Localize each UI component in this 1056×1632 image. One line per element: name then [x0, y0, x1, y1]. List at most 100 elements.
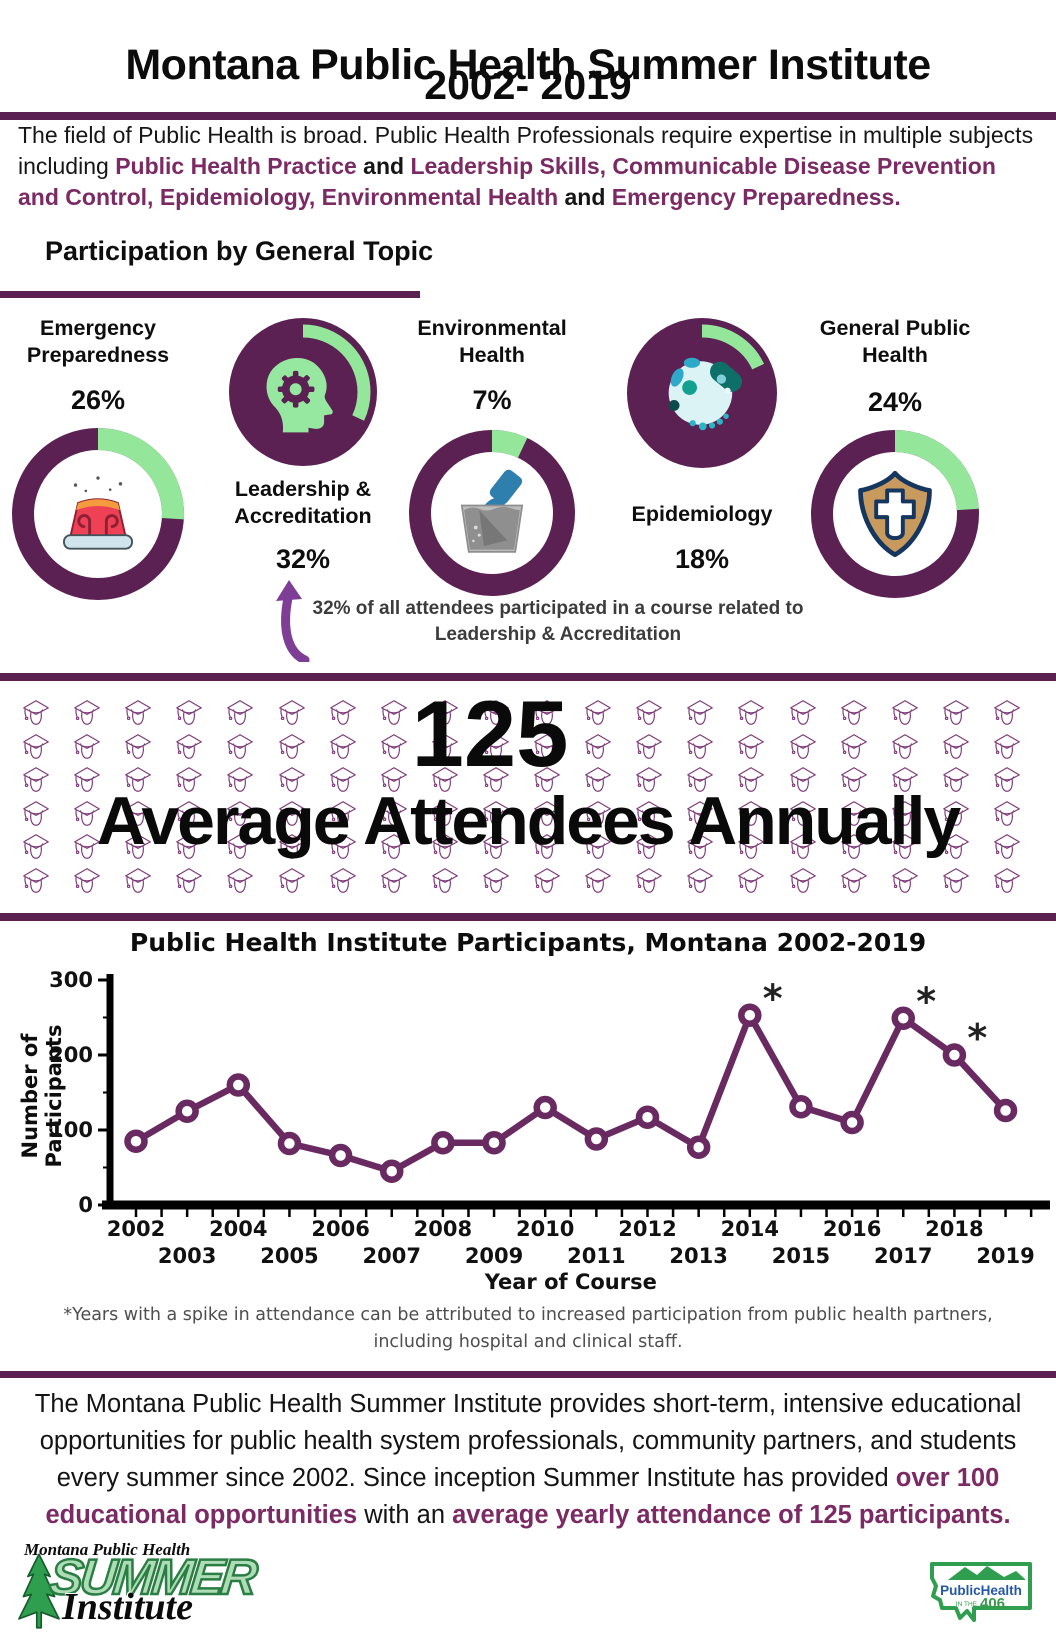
leadership-callout-note: 32% of all attendees participated in a c…	[312, 598, 804, 645]
graduation-cap-icon	[23, 868, 49, 893]
text-segment: Public Health Practice	[115, 153, 357, 179]
average-attendees-banner: 125 Average Attendees Annually	[0, 681, 1056, 913]
graduation-cap-icon	[329, 868, 356, 893]
svg-text:2009: 2009	[465, 1244, 523, 1268]
logo-text-institute: Institute	[62, 1586, 193, 1628]
topics-section-heading: Participation by General Topic	[45, 236, 434, 266]
text-segment: with an	[357, 1501, 453, 1529]
graduation-cap-icon	[585, 868, 611, 893]
topic-percentage: 18%	[674, 544, 730, 574]
average-attendees-number: 125	[411, 681, 569, 786]
hand-water-icon	[460, 466, 526, 553]
topic-percentage: 7%	[472, 385, 512, 415]
svg-text:2012: 2012	[618, 1217, 676, 1241]
summer-institute-logo: Montana Public Health SUMMER Institute	[14, 1540, 344, 1632]
topic-percentage: 26%	[70, 385, 126, 415]
graduation-cap-icon	[534, 868, 560, 893]
graduation-cap-icon	[74, 868, 100, 893]
siren-icon	[62, 474, 134, 551]
graduation-cap-icon	[891, 868, 918, 893]
graduation-cap-icon	[994, 700, 1020, 725]
public-health-406-logo: PublicHealth IN THE 406	[930, 1562, 1032, 1622]
svg-text:2018: 2018	[925, 1217, 983, 1241]
chart-footnote: *Years with a spike in attendance can be…	[63, 1305, 993, 1352]
graduation-cap-icon	[942, 868, 969, 893]
graduation-cap-icon	[994, 868, 1020, 893]
text-segment: and	[356, 153, 411, 179]
chart-title: Public Health Institute Participants, Mo…	[129, 928, 927, 957]
svg-text:2002: 2002	[107, 1217, 165, 1241]
text-segment: The Montana Public Health Summer Institu…	[34, 1390, 1022, 1492]
svg-text:*: *	[967, 1016, 987, 1060]
donut-chart-leadership-accreditation	[229, 318, 377, 466]
svg-text:2003: 2003	[158, 1244, 216, 1268]
section-divider	[0, 913, 1056, 921]
graduation-cap-icon	[483, 868, 509, 893]
topic-general-public-health: General Public Health 24%	[800, 315, 990, 605]
text-segment: and	[558, 184, 612, 210]
svg-text:2019: 2019	[976, 1244, 1034, 1268]
page-subtitle: 2002- 2019	[424, 62, 632, 108]
topic-emergency-preparedness: Emergency Preparedness 26%	[8, 315, 188, 605]
heading-underline	[0, 291, 420, 298]
graduation-cap-icon	[176, 868, 203, 893]
svg-text:2014: 2014	[721, 1217, 779, 1241]
donut-chart-emergency-preparedness	[12, 428, 184, 600]
graduation-cap-icon	[789, 868, 816, 893]
topic-label: Leadership & Accreditation	[234, 477, 372, 528]
topic-percentage: 32%	[275, 544, 331, 574]
section-divider	[0, 112, 1056, 120]
topic-label: Environmental Health	[417, 316, 567, 367]
logo-text-montana-public-health: Montana Public Health	[24, 1540, 191, 1559]
logo-text-406: 406	[980, 1595, 1005, 1612]
shield-cross-icon	[861, 473, 930, 555]
section-divider	[0, 1371, 1056, 1378]
svg-text:2010: 2010	[516, 1217, 574, 1241]
graduation-cap-icon	[380, 868, 407, 893]
logo-text-publichealth: PublicHealth	[940, 1583, 1022, 1598]
svg-text:2007: 2007	[363, 1244, 421, 1268]
text-segment: Leadership Skills, Communicable Disease …	[18, 153, 996, 210]
topic-label: Epidemiology	[631, 502, 773, 526]
svg-text:2006: 2006	[311, 1217, 369, 1241]
donut-chart-general-public-health	[811, 430, 979, 598]
topic-environmental-health: Environmental Health 7%	[402, 315, 582, 605]
text-segment: average yearly attendance of 125 partici…	[452, 1501, 1011, 1529]
svg-text:100: 100	[49, 1118, 93, 1142]
section-divider	[0, 673, 1056, 681]
summary-paragraph: The Montana Public Health Summer Institu…	[14, 1386, 1042, 1534]
svg-text:2013: 2013	[669, 1244, 727, 1268]
svg-text:2005: 2005	[260, 1244, 318, 1268]
topic-leadership-accreditation: Leadership & Accreditation 32%	[218, 318, 388, 588]
topic-label: General Public Health	[819, 316, 971, 367]
topic-epidemiology: Epidemiology 18%	[622, 318, 782, 588]
curved-arrow-up-icon	[276, 580, 310, 662]
svg-text:2008: 2008	[414, 1217, 472, 1241]
svg-text:*: *	[916, 979, 936, 1023]
svg-text:2015: 2015	[772, 1244, 830, 1268]
svg-text:2004: 2004	[209, 1217, 267, 1241]
donut-chart-epidemiology	[627, 318, 777, 468]
text-segment: over 100 educational opportunities	[45, 1464, 1000, 1529]
graduation-cap-icon	[431, 868, 458, 893]
donut-chart-environmental-health	[409, 430, 575, 596]
graduation-cap-icon	[687, 868, 714, 893]
svg-text:300: 300	[49, 968, 93, 992]
graduation-cap-icon	[125, 868, 152, 893]
svg-text:2011: 2011	[567, 1244, 625, 1268]
graduation-cap-icon	[840, 868, 867, 893]
graduation-cap-icon	[738, 868, 765, 893]
page-title: Montana Public Health Summer Institute	[125, 40, 931, 89]
graduation-cap-icon	[227, 868, 254, 893]
intro-paragraph: The field of Public Health is broad. Pub…	[18, 120, 1038, 213]
topic-label: Emergency Preparedness	[26, 316, 170, 367]
graduation-cap-icon	[994, 733, 1020, 759]
svg-text:Year of Course: Year of Course	[484, 1270, 657, 1294]
text-segment: The field of Public Health is broad. Pub…	[18, 122, 1034, 179]
text-segment: Emergency Preparedness.	[611, 184, 901, 210]
svg-text:2016: 2016	[823, 1217, 881, 1241]
mountains-icon	[948, 1566, 1025, 1580]
average-attendees-label: Average Attendees Annually	[96, 783, 961, 859]
svg-text:0: 0	[78, 1193, 93, 1217]
